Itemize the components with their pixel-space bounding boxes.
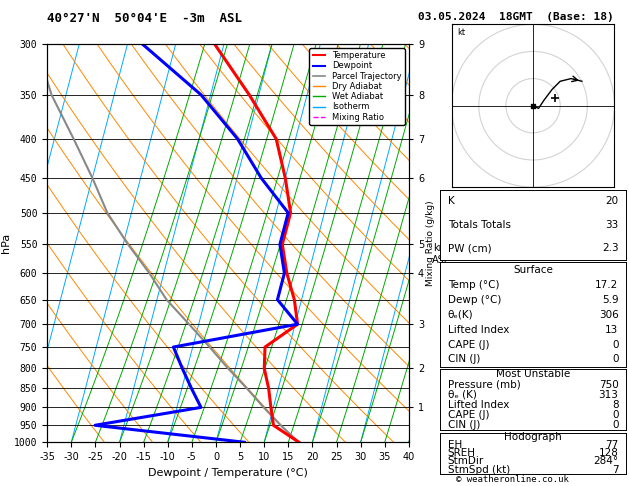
X-axis label: Dewpoint / Temperature (°C): Dewpoint / Temperature (°C) bbox=[148, 468, 308, 478]
Text: 20: 20 bbox=[605, 196, 618, 206]
Text: Dewp (°C): Dewp (°C) bbox=[448, 295, 501, 305]
Text: Temp (°C): Temp (°C) bbox=[448, 280, 499, 290]
Text: 306: 306 bbox=[599, 310, 618, 320]
Text: 2.3: 2.3 bbox=[602, 243, 618, 253]
Text: Pressure (mb): Pressure (mb) bbox=[448, 380, 520, 390]
Text: 5.9: 5.9 bbox=[602, 295, 618, 305]
Text: © weatheronline.co.uk: © weatheronline.co.uk bbox=[456, 474, 569, 484]
Text: 750: 750 bbox=[599, 380, 618, 390]
Text: LCL: LCL bbox=[474, 383, 492, 394]
Y-axis label: hPa: hPa bbox=[1, 233, 11, 253]
Text: Lifted Index: Lifted Index bbox=[448, 325, 509, 335]
Text: PW (cm): PW (cm) bbox=[448, 243, 491, 253]
Text: K: K bbox=[448, 196, 455, 206]
Text: CIN (J): CIN (J) bbox=[448, 354, 480, 364]
Text: 284°: 284° bbox=[593, 456, 618, 467]
Text: Surface: Surface bbox=[513, 265, 553, 275]
Text: θₑ(K): θₑ(K) bbox=[448, 310, 474, 320]
Text: SREH: SREH bbox=[448, 448, 476, 458]
Text: Lifted Index: Lifted Index bbox=[448, 400, 509, 410]
Text: 313: 313 bbox=[599, 390, 618, 399]
Text: Most Unstable: Most Unstable bbox=[496, 369, 571, 380]
Legend: Temperature, Dewpoint, Parcel Trajectory, Dry Adiabat, Wet Adiabat, Isotherm, Mi: Temperature, Dewpoint, Parcel Trajectory… bbox=[309, 48, 404, 125]
Text: StmDir: StmDir bbox=[448, 456, 484, 467]
Text: θₑ (K): θₑ (K) bbox=[448, 390, 477, 399]
Text: EH: EH bbox=[448, 440, 462, 450]
Text: 17.2: 17.2 bbox=[595, 280, 618, 290]
Text: 03.05.2024  18GMT  (Base: 18): 03.05.2024 18GMT (Base: 18) bbox=[418, 12, 614, 22]
Text: CAPE (J): CAPE (J) bbox=[448, 410, 489, 420]
Text: 13: 13 bbox=[605, 325, 618, 335]
Text: Mixing Ratio (g/kg): Mixing Ratio (g/kg) bbox=[426, 200, 435, 286]
Text: StmSpd (kt): StmSpd (kt) bbox=[448, 465, 510, 475]
Text: 0: 0 bbox=[612, 340, 618, 349]
Text: 8: 8 bbox=[612, 400, 618, 410]
Text: Totals Totals: Totals Totals bbox=[448, 220, 511, 230]
Text: 77: 77 bbox=[605, 440, 618, 450]
Text: 33: 33 bbox=[605, 220, 618, 230]
Text: 0: 0 bbox=[612, 410, 618, 420]
Text: 0: 0 bbox=[612, 420, 618, 430]
Text: 0: 0 bbox=[612, 354, 618, 364]
Y-axis label: km
ASL: km ASL bbox=[431, 243, 450, 264]
Text: 128: 128 bbox=[599, 448, 618, 458]
Text: CIN (J): CIN (J) bbox=[448, 420, 480, 430]
Text: kt: kt bbox=[457, 28, 465, 37]
Text: CAPE (J): CAPE (J) bbox=[448, 340, 489, 349]
Text: 7: 7 bbox=[612, 465, 618, 475]
Text: Hodograph: Hodograph bbox=[504, 432, 562, 442]
Text: 40°27'N  50°04'E  -3m  ASL: 40°27'N 50°04'E -3m ASL bbox=[47, 12, 242, 25]
